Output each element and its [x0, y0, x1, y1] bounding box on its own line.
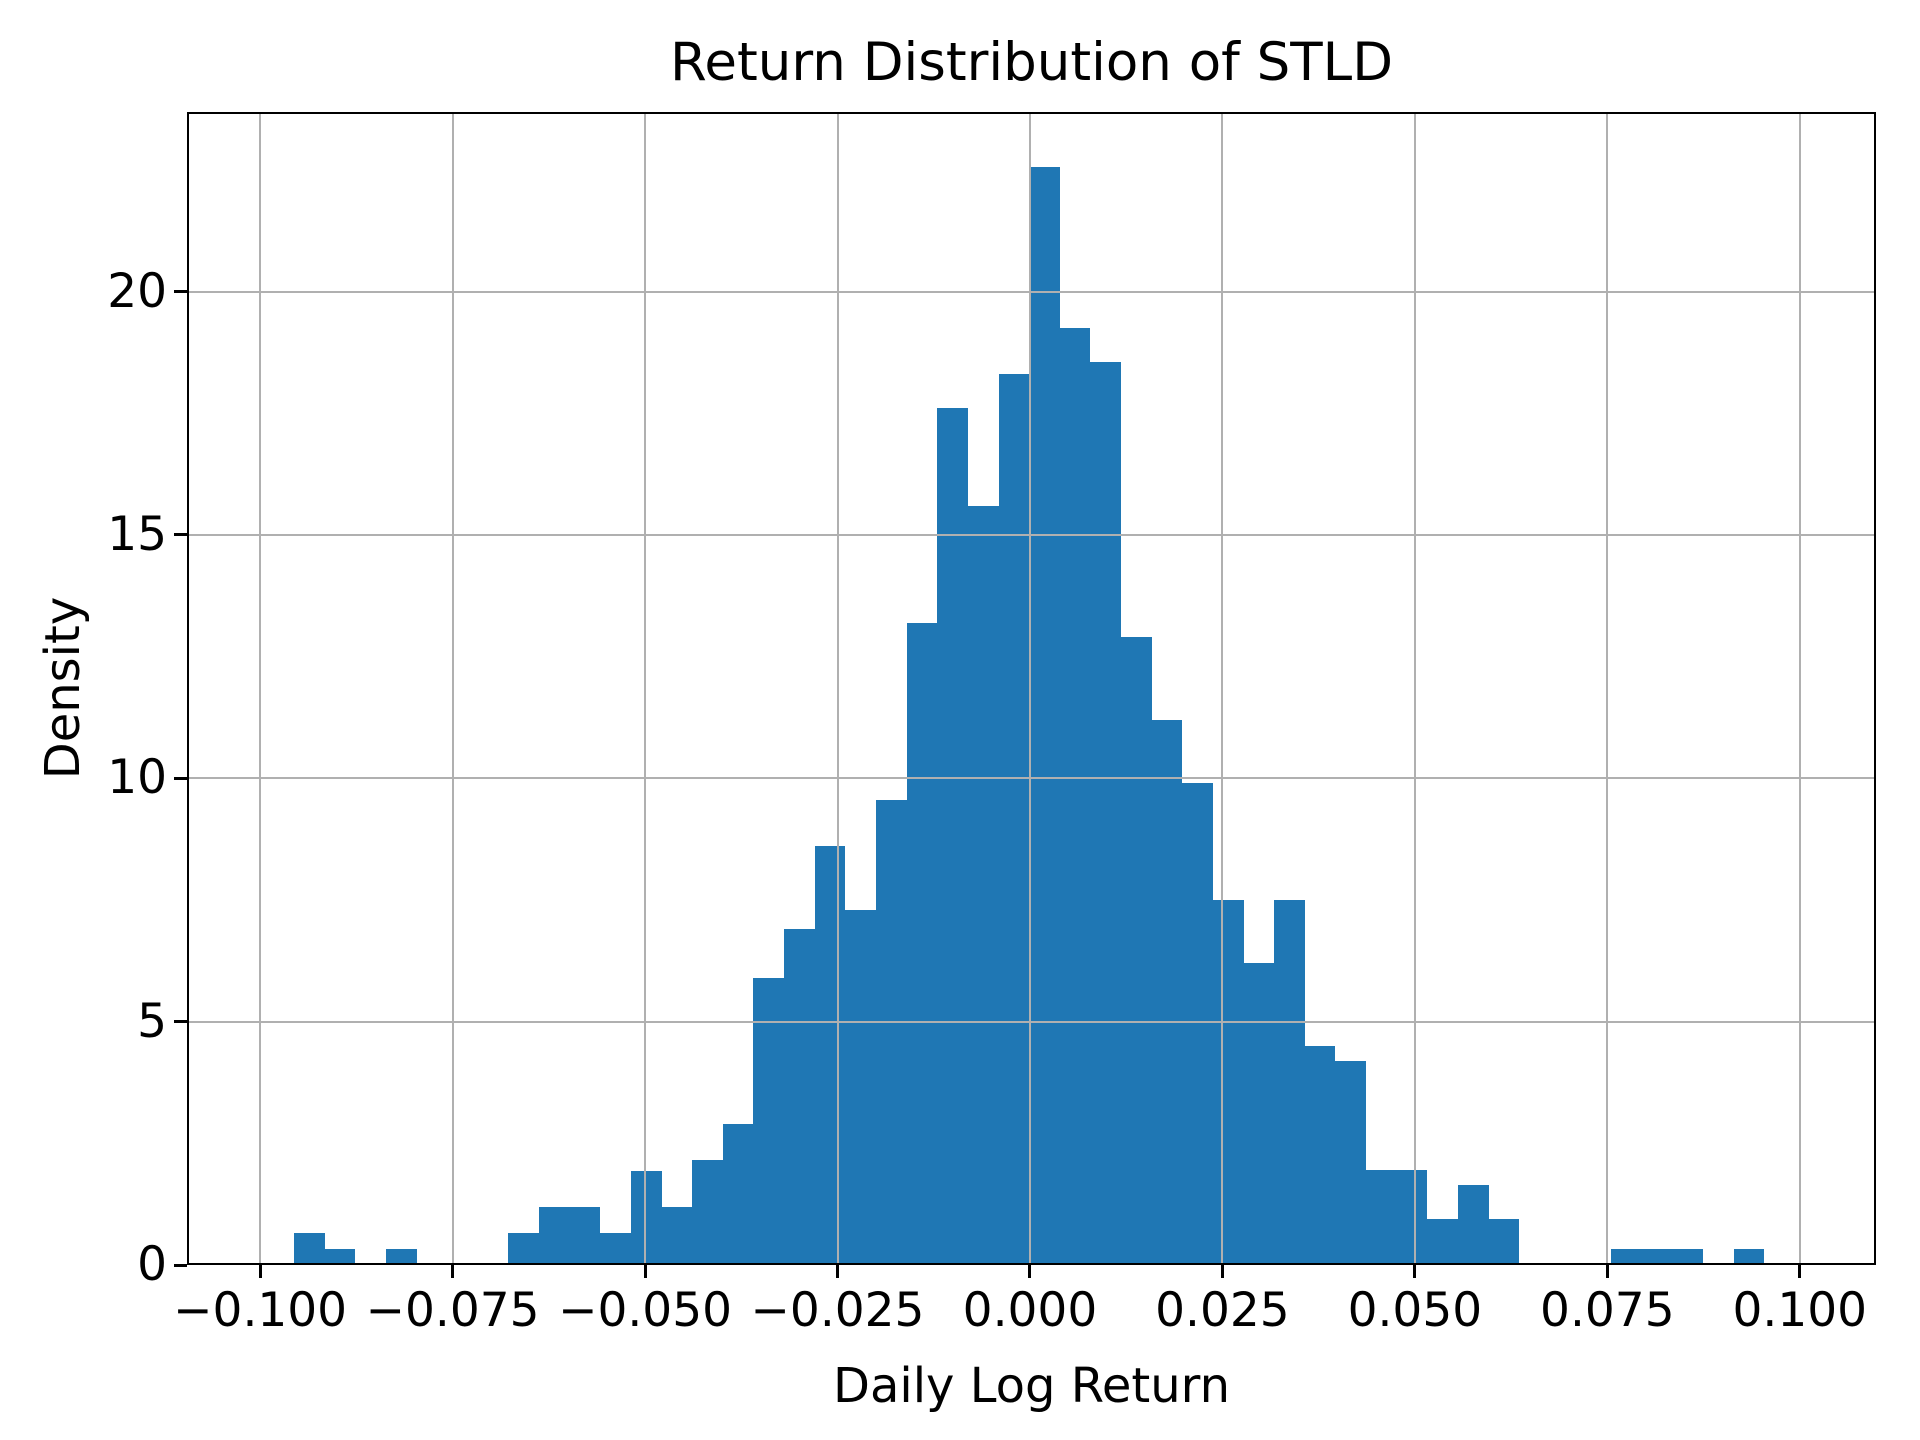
histogram-bar	[814, 846, 846, 1265]
histogram-bar	[1427, 1218, 1458, 1265]
histogram-bar	[937, 408, 968, 1265]
y-gridline	[187, 1020, 1876, 1023]
x-gridline	[451, 112, 454, 1265]
histogram-bar	[1672, 1248, 1704, 1265]
y-axis-tick	[174, 1020, 187, 1024]
y-gridline	[187, 290, 1876, 293]
x-axis-tick	[643, 1265, 647, 1278]
histogram-bar	[1611, 1248, 1642, 1265]
y-tick-label: 20	[107, 263, 167, 319]
y-axis-tick	[174, 1263, 187, 1267]
histogram-bar	[1274, 899, 1305, 1265]
x-tick-label: 0.050	[1347, 1283, 1483, 1338]
histogram-bar	[1029, 167, 1060, 1265]
x-axis-tick	[836, 1265, 839, 1278]
y-tick-label: 0	[137, 1237, 167, 1292]
y-axis-tick	[174, 533, 187, 537]
x-gridline	[1606, 112, 1609, 1265]
x-gridline	[1413, 112, 1416, 1265]
histogram-bar	[722, 1123, 754, 1265]
x-axis-label: Daily Log Return	[833, 1358, 1230, 1414]
x-gridline	[644, 112, 647, 1265]
x-gridline	[259, 112, 262, 1265]
histogram-bar	[385, 1248, 417, 1265]
histogram-bar	[1212, 899, 1244, 1265]
histogram-bar	[967, 505, 999, 1265]
chart-title: Return Distribution of STLD	[669, 32, 1394, 93]
x-tick-label: −0.100	[173, 1283, 348, 1338]
histogram-bar	[906, 622, 938, 1265]
axes-spines	[187, 112, 1876, 1265]
y-tick-label: 10	[107, 750, 167, 806]
y-tick-label: 15	[107, 506, 167, 562]
histogram-bar	[692, 1160, 723, 1265]
x-tick-label: 0.025	[1155, 1283, 1290, 1338]
histogram-bar	[539, 1206, 570, 1265]
grid-layer	[187, 112, 1876, 1265]
x-tick-label: 0.075	[1540, 1283, 1675, 1338]
y-axis-tick	[174, 290, 187, 294]
x-tick-label: 0.000	[962, 1283, 1098, 1338]
histogram-bar	[1182, 783, 1213, 1265]
x-tick-label: 0.100	[1732, 1283, 1868, 1338]
x-axis-tick	[1413, 1265, 1417, 1278]
histogram-bar	[1335, 1060, 1367, 1265]
histogram-bar	[1396, 1170, 1428, 1265]
x-tick-label: −0.025	[750, 1283, 925, 1338]
histogram-bar	[1243, 963, 1275, 1265]
y-gridline	[187, 777, 1876, 780]
histogram-bar	[324, 1248, 356, 1265]
x-axis-tick	[258, 1265, 262, 1278]
plot-area	[187, 112, 1876, 1265]
x-tick-label: −0.075	[365, 1283, 540, 1338]
histogram-bar	[845, 909, 876, 1265]
histogram-bar	[1090, 362, 1122, 1265]
histogram-bar	[1059, 328, 1091, 1265]
histogram-bar	[1733, 1248, 1765, 1265]
x-axis-tick	[1605, 1265, 1609, 1278]
y-axis-tick	[174, 776, 187, 780]
histogram-bar	[1304, 1045, 1336, 1265]
x-gridline	[836, 112, 839, 1265]
x-gridline	[1221, 112, 1224, 1265]
histogram-bar	[1151, 719, 1183, 1265]
histogram-bar	[1121, 637, 1152, 1265]
x-gridline	[1028, 112, 1031, 1265]
y-gridline	[187, 533, 1876, 536]
bars-layer	[187, 112, 1876, 1265]
x-axis-tick	[1220, 1265, 1224, 1278]
x-axis-tick	[1028, 1265, 1032, 1278]
y-tick-label: 5	[137, 993, 167, 1049]
histogram-bar	[294, 1232, 325, 1265]
histogram-bar	[1641, 1248, 1673, 1265]
histogram-bar	[1457, 1184, 1489, 1265]
histogram-bar	[998, 374, 1030, 1265]
histogram-bar	[784, 929, 815, 1265]
histogram-bar	[569, 1206, 601, 1265]
histogram-bar	[1488, 1218, 1520, 1265]
histogram-bar	[876, 800, 907, 1265]
x-tick-label: −0.050	[558, 1283, 733, 1338]
histogram-bar	[1366, 1170, 1397, 1265]
histogram-bar	[753, 977, 785, 1265]
histogram-bar	[630, 1171, 662, 1265]
histogram-bar	[600, 1232, 631, 1265]
x-axis-tick	[1798, 1265, 1802, 1278]
x-axis-tick	[451, 1265, 455, 1278]
histogram-bar	[661, 1206, 693, 1265]
histogram-bar	[508, 1232, 540, 1265]
x-gridline	[1798, 112, 1801, 1265]
